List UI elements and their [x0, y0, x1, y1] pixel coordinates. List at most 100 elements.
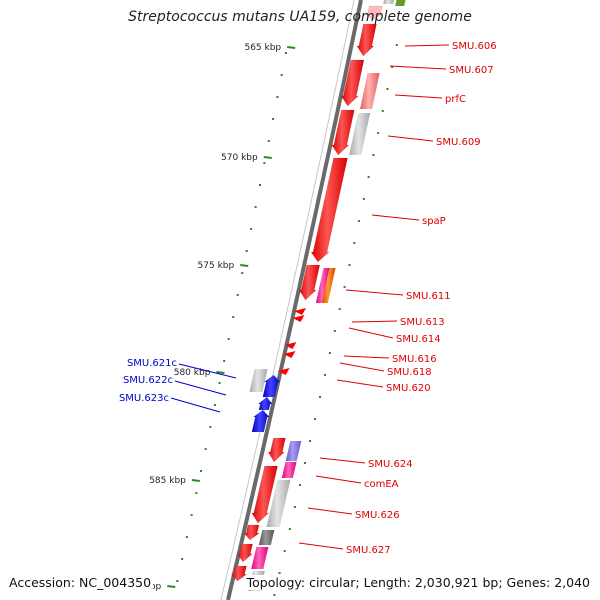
scale-ring-dot	[241, 272, 244, 274]
inner-ring-dot	[298, 484, 301, 486]
gene-arrow	[310, 157, 348, 263]
inner-ring-dot	[358, 220, 361, 222]
scale-ring-dot	[200, 470, 203, 472]
inner-ring-dot	[278, 572, 281, 574]
label-leader-line	[394, 94, 443, 99]
gene-small-arrow	[292, 315, 305, 322]
label-leader-line	[389, 65, 447, 70]
gene-feature	[395, 0, 406, 6]
genome-title: Streptococcus mutans UA159, complete gen…	[128, 9, 472, 25]
tick-mark	[240, 264, 249, 267]
gene-feature	[281, 462, 297, 478]
gene-feature	[251, 547, 269, 569]
gene-small-arrow	[294, 308, 307, 315]
inner-ring-dot	[367, 176, 370, 178]
gene-label: SMU.620	[386, 383, 431, 394]
inner-ring-dot	[348, 264, 351, 266]
tick-label: 585 kbp	[149, 476, 186, 486]
label-leader-line	[319, 457, 366, 464]
accession-text: Accession: NC_004350	[7, 575, 154, 590]
gene-label: SMU.613	[400, 317, 445, 328]
scale-ring-dot	[254, 206, 257, 208]
inner-ring-dot	[391, 66, 394, 68]
gene-label: SMU.607	[449, 65, 494, 76]
scale-ring-dot	[195, 492, 198, 494]
gene-feature	[360, 73, 380, 109]
gene-label-reverse: SMU.623c	[119, 393, 169, 404]
inner-ring-dot	[386, 88, 389, 90]
scale-ring-dot	[284, 52, 287, 54]
label-leader-line	[371, 214, 420, 221]
inner-ring-dot	[283, 550, 286, 552]
tick-label: 575 kbp	[198, 261, 235, 271]
gene-feature	[315, 268, 330, 303]
gene-feature	[383, 0, 394, 4]
scale-ring-dot	[280, 74, 283, 76]
inner-ring-dot	[328, 352, 331, 354]
gene-label: SMU.626	[355, 510, 400, 521]
gene-arrow	[364, 5, 384, 21]
label-leader-line	[178, 363, 237, 379]
gene-arrow	[356, 23, 377, 57]
label-leader-line	[387, 135, 434, 142]
gene-small-arrow	[283, 351, 296, 358]
inner-ring-dot	[377, 132, 380, 134]
scale-ring-dot	[276, 96, 279, 98]
label-leader-line	[307, 507, 353, 515]
gene-arrow	[230, 565, 248, 582]
gene-label: spaP	[422, 216, 446, 227]
tick-label: 580 kbp	[174, 368, 211, 378]
gene-label-reverse: SMU.622c	[123, 375, 173, 386]
gene-label: SMU.614	[396, 334, 441, 345]
label-leader-line	[170, 397, 221, 413]
label-leader-line	[315, 475, 362, 484]
gene-small-arrow	[284, 342, 297, 349]
gene-arrow	[236, 543, 253, 563]
label-leader-line	[351, 320, 398, 323]
scale-ring-dot	[236, 294, 239, 296]
scale-ring-dot	[176, 580, 179, 582]
label-leader-line	[174, 380, 227, 396]
inner-ring-dot	[333, 330, 336, 332]
gene-feature	[258, 530, 275, 545]
gene-label: SMU.618	[387, 367, 432, 378]
inner-ring-dot	[372, 154, 375, 156]
scale-ring-dot	[204, 448, 207, 450]
scale-ring-dot	[185, 536, 188, 538]
gene-label: SMU.624	[368, 459, 413, 470]
inner-ring-dot	[362, 198, 365, 200]
inner-ring-dot	[288, 528, 291, 530]
gene-arrow-reverse	[258, 397, 273, 410]
scale-ring-dot	[263, 162, 266, 164]
gene-arrow	[331, 109, 355, 156]
gene-feature	[321, 268, 336, 303]
gene-label: prfC	[445, 94, 466, 105]
inner-ring-dot	[323, 374, 326, 376]
scale-ring-dot	[213, 404, 216, 406]
scale-ring-dot	[190, 514, 193, 516]
label-leader-line	[298, 542, 344, 550]
gene-arrow-reverse	[262, 375, 281, 397]
scale-ring-dot	[258, 184, 261, 186]
scale-ring-dot	[181, 558, 184, 560]
label-leader-line	[343, 355, 390, 359]
scale-ring-dot	[267, 140, 270, 142]
scale-ring-dot	[209, 426, 212, 428]
gene-arrow	[340, 59, 365, 107]
inner-ring-dot	[273, 594, 276, 596]
gene-arrow-reverse	[251, 410, 270, 432]
gene-small-arrow	[277, 368, 290, 375]
tick-mark	[216, 371, 225, 374]
tick-mark	[191, 479, 201, 482]
tick-mark	[263, 156, 272, 159]
scale-ring-dot	[250, 228, 253, 230]
scale-ring-dot	[272, 118, 275, 120]
inner-ring-dot	[319, 396, 322, 398]
label-leader-line	[336, 379, 384, 388]
gene-label-reverse: SMU.621c	[127, 358, 177, 369]
label-leader-line	[339, 362, 385, 372]
inner-ring-dot	[338, 308, 341, 310]
label-leader-line	[348, 327, 394, 339]
genome-backbone-inner	[220, 0, 355, 600]
